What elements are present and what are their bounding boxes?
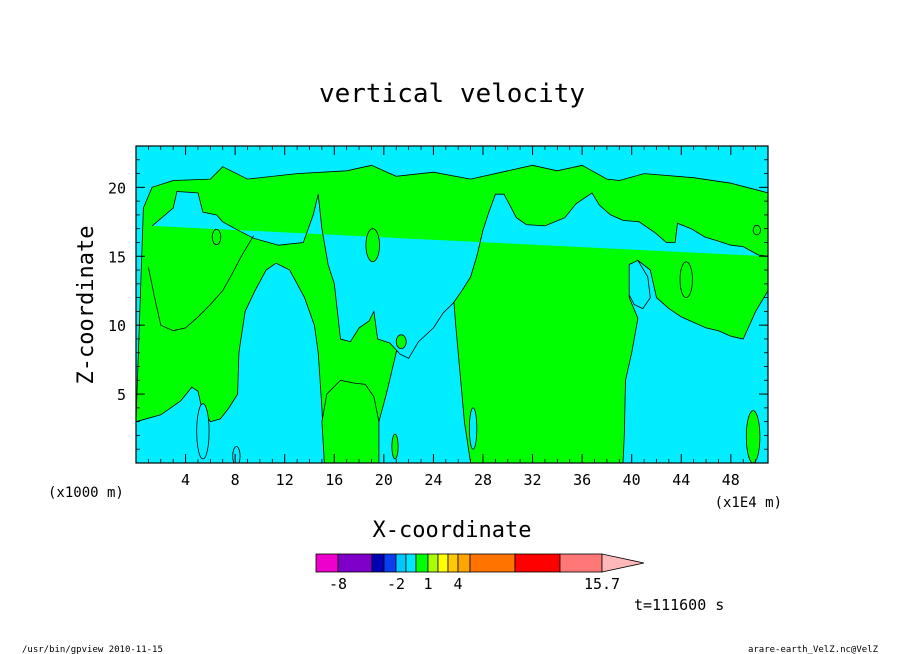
colorbar-box-11 bbox=[469, 553, 516, 573]
positive-island-4 bbox=[395, 334, 407, 350]
x-tick-label: 8 bbox=[231, 471, 240, 489]
negative-island-7 bbox=[468, 407, 478, 450]
colorbar-tick-label: 1 bbox=[423, 575, 432, 593]
plot-frame bbox=[135, 145, 769, 464]
x-tick-label: 44 bbox=[672, 471, 690, 489]
positive-island-1 bbox=[365, 228, 380, 263]
y-tick-label: 5 bbox=[117, 386, 126, 404]
colorbar-arrow bbox=[601, 553, 645, 573]
x-tick-label: 40 bbox=[623, 471, 641, 489]
colorbar-box-1 bbox=[337, 553, 373, 573]
colorbar-box-3 bbox=[383, 553, 397, 573]
x-unit-right: (x1E4 m) bbox=[715, 495, 782, 511]
y-tick-label: 20 bbox=[108, 179, 126, 197]
x-tick-label: 16 bbox=[325, 471, 343, 489]
colorbar-tick-label: 4 bbox=[453, 575, 462, 593]
x-tick-label: 12 bbox=[276, 471, 294, 489]
colorbar-box-9 bbox=[447, 553, 459, 573]
contour-line-2 bbox=[628, 260, 651, 310]
y-tick-label: 15 bbox=[108, 248, 126, 266]
positive-island-0 bbox=[211, 228, 222, 245]
colorbar-box-7 bbox=[427, 553, 439, 573]
colorbar-box-4 bbox=[395, 553, 407, 573]
footer-right: arare-earth_VelZ.nc@VelZ bbox=[748, 645, 879, 654]
x-tick-label: 48 bbox=[722, 471, 740, 489]
colorbar-box-8 bbox=[437, 553, 449, 573]
colorbar-box-0 bbox=[315, 553, 339, 573]
positive-island-3 bbox=[752, 224, 761, 236]
x-unit-left: (x1000 m) bbox=[48, 485, 124, 501]
x-tick-label: 20 bbox=[375, 471, 393, 489]
colorbar: -8 -2 1 4 15.7 bbox=[315, 553, 645, 593]
x-tick-label: 4 bbox=[181, 471, 190, 489]
colorbar-tick-label: -8 bbox=[329, 575, 347, 593]
negative-tongue-0 bbox=[151, 191, 768, 359]
colorbar-box-10 bbox=[457, 553, 471, 573]
time-label: t=111600 s bbox=[634, 596, 724, 614]
colorbar-box-13 bbox=[559, 553, 603, 573]
footer-left: /usr/bin/gpview 2010-11-15 bbox=[22, 645, 163, 654]
positive-island-9 bbox=[391, 433, 399, 460]
colorbar-tick-label: 15.7 bbox=[584, 575, 620, 593]
y-axis-label: Z-coordinate bbox=[74, 226, 99, 385]
positive-region-1 bbox=[321, 379, 380, 463]
colorbar-box-2 bbox=[371, 553, 385, 573]
x-tick-label: 24 bbox=[424, 471, 442, 489]
x-axis-label: X-coordinate bbox=[373, 518, 532, 543]
colorbar-box-5 bbox=[405, 553, 417, 573]
y-tick-label: 10 bbox=[108, 317, 126, 335]
x-tick-label: 36 bbox=[573, 471, 591, 489]
positive-island-8 bbox=[745, 410, 761, 463]
colorbar-tick-label: -2 bbox=[387, 575, 405, 593]
colorbar-box-12 bbox=[514, 553, 561, 573]
x-tick-label: 28 bbox=[474, 471, 492, 489]
contour-line-1 bbox=[148, 235, 255, 332]
x-tick-label: 32 bbox=[524, 471, 542, 489]
negative-island-5 bbox=[196, 403, 210, 460]
positive-island-2 bbox=[679, 261, 693, 299]
colorbar-box-6 bbox=[415, 553, 429, 573]
negative-island-6 bbox=[232, 446, 241, 463]
chart-title: vertical velocity bbox=[319, 79, 585, 109]
